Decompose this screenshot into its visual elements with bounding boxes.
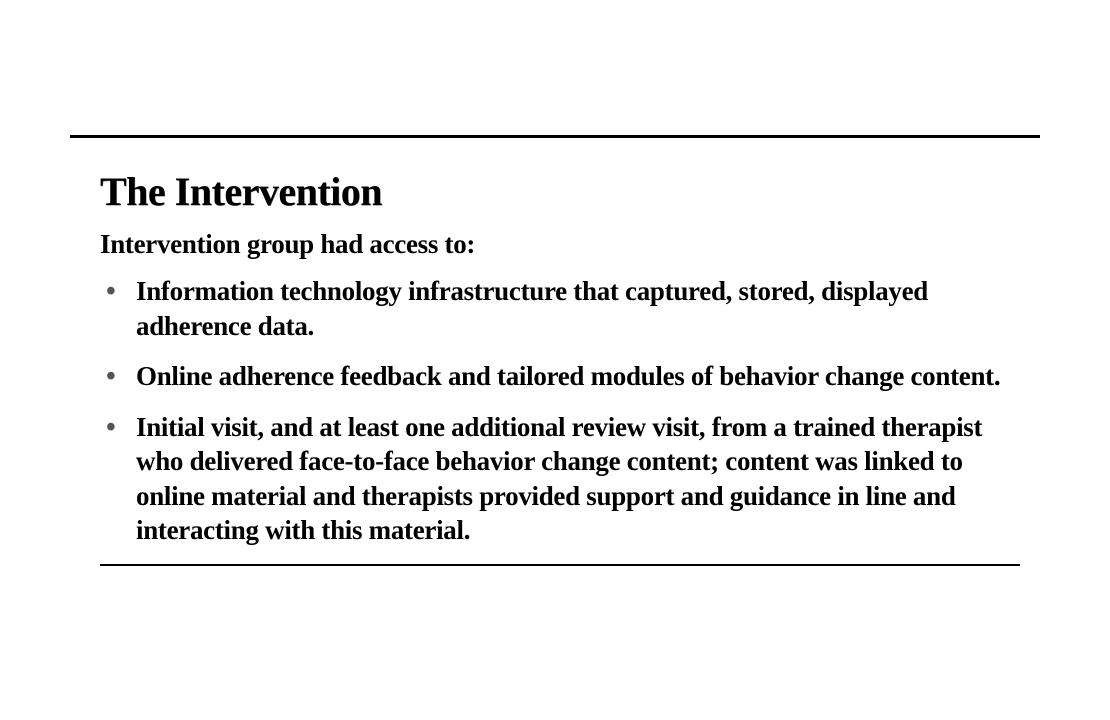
bullet-list: Information technology infrastructure th…	[100, 274, 1020, 548]
list-item: Information technology infrastructure th…	[100, 274, 1020, 343]
slide-content: The Intervention Intervention group had …	[70, 148, 1040, 566]
divider-bottom	[100, 564, 1020, 566]
list-item: Online adherence feedback and tailored m…	[100, 359, 1020, 394]
slide-title: The Intervention	[100, 168, 1020, 215]
slide: The Intervention Intervention group had …	[0, 0, 1110, 720]
list-item: Initial visit, and at least one addition…	[100, 410, 1020, 548]
lead-text: Intervention group had access to:	[100, 229, 1020, 260]
divider-top	[70, 135, 1040, 138]
